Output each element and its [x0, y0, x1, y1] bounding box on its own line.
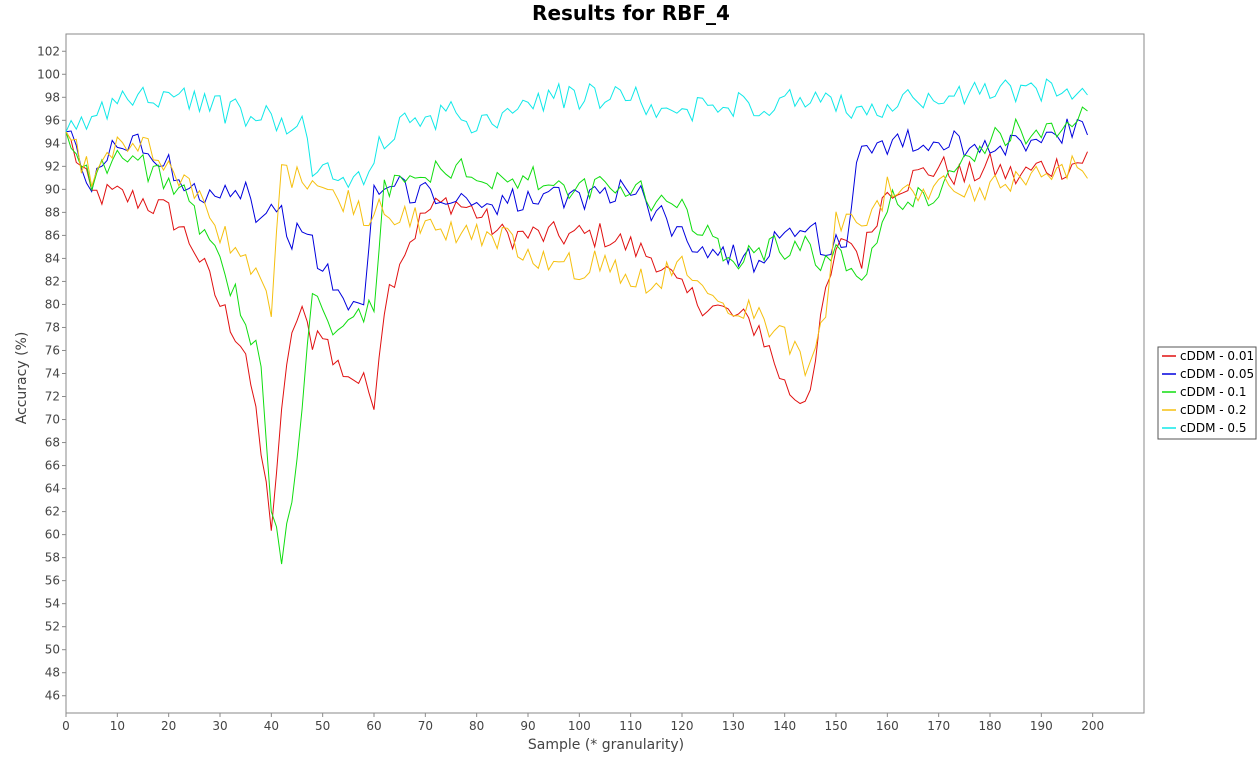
x-tick-label: 130	[722, 719, 745, 733]
y-tick-label: 74	[45, 367, 60, 381]
y-tick-label: 102	[37, 44, 60, 58]
legend-entry: cDDM - 0.5	[1180, 421, 1246, 435]
y-axis: 46 48 50 52 54 56 58 60 62 64 66 68 70 72 74 76 78 80 82 84…	[37, 44, 66, 703]
legend-entry: cDDM - 0.05	[1180, 367, 1254, 381]
chart-title: Results for RBF_4	[532, 1, 730, 25]
y-tick-label: 92	[45, 159, 60, 173]
y-tick-label: 78	[45, 320, 60, 334]
legend-entry: cDDM - 0.2	[1180, 403, 1246, 417]
series-line-cddm-0-1	[65, 106, 1088, 565]
y-tick-label: 68	[45, 436, 60, 450]
y-tick-label: 86	[45, 228, 60, 242]
y-tick-label: 56	[45, 574, 60, 588]
y-tick-label: 64	[45, 482, 60, 496]
y-tick-label: 50	[45, 643, 60, 657]
series-line-cddm-0-05	[65, 118, 1088, 311]
x-tick-label: 30	[212, 719, 227, 733]
x-tick-label: 20	[161, 719, 176, 733]
legend-box	[1157, 346, 1257, 440]
x-axis: 0 10 20 30 40 50 60 70 80 90 100 110 120 130 140 150 160…	[62, 713, 1104, 733]
legend-entry: cDDM - 0.01	[1180, 349, 1254, 363]
y-tick-label: 90	[45, 182, 60, 196]
x-tick-label: 180	[979, 719, 1002, 733]
x-tick-label: 80	[469, 719, 484, 733]
y-tick-label: 52	[45, 620, 60, 634]
x-tick-label: 90	[520, 719, 535, 733]
x-tick-label: 50	[315, 719, 330, 733]
y-tick-label: 100	[37, 67, 60, 81]
y-tick-label: 66	[45, 459, 60, 473]
x-tick-label: 10	[110, 719, 125, 733]
plot-area	[65, 33, 1145, 714]
x-tick-label: 170	[927, 719, 950, 733]
legend: cDDM - 0.01 cDDM - 0.05 cDDM - 0.1 cDDM - 0…	[1157, 346, 1257, 440]
y-tick-label: 94	[45, 136, 60, 150]
y-tick-label: 70	[45, 413, 60, 427]
y-tick-label: 62	[45, 505, 60, 519]
x-tick-label: 100	[568, 719, 591, 733]
x-tick-label: 0	[62, 719, 70, 733]
y-tick-label: 48	[45, 666, 60, 680]
series-line-cddm-0-2	[65, 131, 1088, 378]
y-tick-label: 84	[45, 251, 60, 265]
x-tick-label: 160	[876, 719, 899, 733]
x-tick-label: 40	[264, 719, 279, 733]
y-tick-label: 54	[45, 597, 60, 611]
x-tick-label: 110	[619, 719, 642, 733]
x-tick-label: 140	[773, 719, 796, 733]
x-tick-label: 70	[418, 719, 433, 733]
y-tick-label: 46	[45, 689, 60, 703]
series-line-cddm-0-01	[65, 131, 1088, 531]
y-tick-label: 82	[45, 274, 60, 288]
y-tick-label: 96	[45, 113, 60, 127]
x-axis-label: Sample (* granularity)	[528, 737, 684, 753]
y-tick-label: 80	[45, 297, 60, 311]
x-tick-label: 60	[366, 719, 381, 733]
x-tick-label: 120	[671, 719, 694, 733]
y-axis-label: Accuracy (%)	[14, 332, 30, 425]
y-tick-label: 58	[45, 551, 60, 565]
y-tick-label: 98	[45, 90, 60, 104]
series-line-cddm-0-5	[65, 78, 1088, 189]
y-tick-label: 72	[45, 390, 60, 404]
x-tick-label: 200	[1081, 719, 1104, 733]
x-tick-label: 150	[825, 719, 848, 733]
y-tick-label: 60	[45, 528, 60, 542]
y-tick-label: 88	[45, 205, 60, 219]
series-lines	[65, 78, 1088, 565]
y-tick-label: 76	[45, 343, 60, 357]
legend-entry: cDDM - 0.1	[1180, 385, 1246, 399]
x-tick-label: 190	[1030, 719, 1053, 733]
